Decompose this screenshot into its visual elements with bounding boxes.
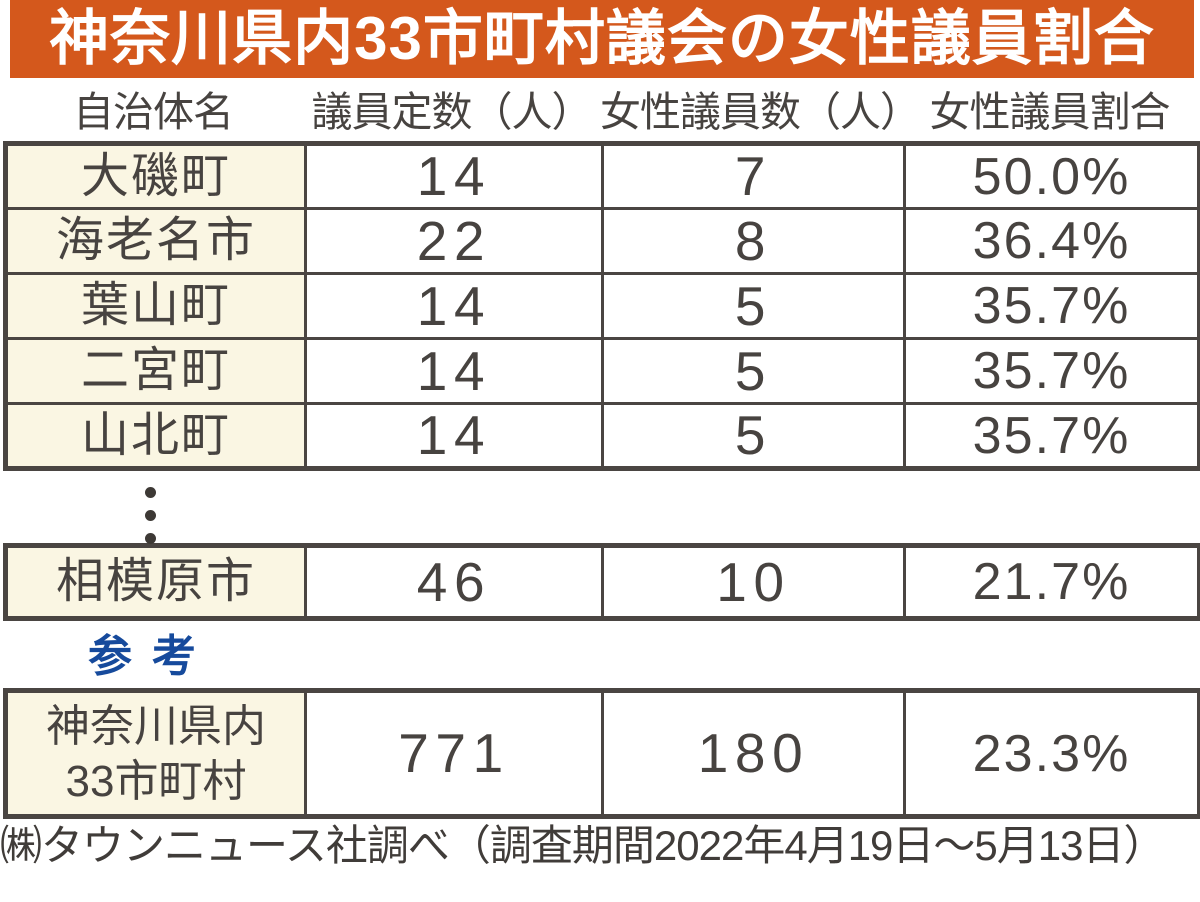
column-header-female-ratio: 女性議員割合: [929, 89, 1171, 135]
title-bar: 神奈川県内33市町村議会の女性議員割合: [10, 0, 1194, 78]
cell-municipality: 海老名市: [4, 207, 307, 275]
reference-table: 神奈川県内 33市町村 771 180 23.3%: [3, 688, 1200, 819]
cell-female-ratio: 50.0%: [903, 142, 1200, 210]
table-row: 相模原市 46 10 21.7%: [4, 544, 1200, 620]
prefecture-total-line1: 神奈川県内: [46, 701, 266, 751]
ellipsis-dot: [145, 510, 156, 521]
cell-seats: 14: [304, 272, 604, 340]
cell-female-count: 5: [601, 337, 906, 405]
cell-municipality: 大磯町: [4, 142, 307, 210]
cell-municipality: 葉山町: [4, 272, 307, 340]
cell-prefecture-total-label: 神奈川県内 33市町村: [4, 689, 307, 818]
ellipsis-dot: [145, 533, 156, 544]
cell-female-ratio: 35.7%: [903, 337, 1200, 405]
cell-seats: 14: [304, 142, 604, 210]
cell-seats: 771: [304, 689, 604, 818]
table-row: 神奈川県内 33市町村 771 180 23.3%: [4, 689, 1200, 818]
cell-female-count: 180: [601, 689, 906, 818]
cell-seats: 22: [304, 207, 604, 275]
prefecture-total-line2: 33市町村: [65, 756, 247, 806]
cell-female-ratio: 23.3%: [903, 689, 1200, 818]
table-row: 二宮町 14 5 35.7%: [4, 337, 1200, 405]
reference-label-row: 参考: [0, 621, 1200, 688]
omitted-rows-gap: [0, 471, 1200, 544]
cell-female-count: 5: [601, 272, 906, 340]
cell-municipality: 二宮町: [4, 337, 307, 405]
cell-municipality: 相模原市: [4, 544, 307, 620]
cell-female-ratio: 21.7%: [903, 544, 1200, 620]
cell-female-count: 5: [601, 402, 906, 470]
ellipsis-dot: [145, 487, 156, 498]
cell-seats: 14: [304, 402, 604, 470]
column-header-seats: 議員定数（人）: [311, 89, 593, 135]
cell-municipality: 山北町: [4, 402, 307, 470]
source-note: ㈱タウンニュース社調べ（調査期間2022年4月19日～5月13日）: [0, 822, 1166, 869]
prefecture-total-label-lines: 神奈川県内 33市町村: [9, 699, 303, 809]
table-row: 大磯町 14 7 50.0%: [4, 142, 1200, 210]
reference-label: 参考: [88, 631, 216, 681]
table-row: 山北町 14 5 35.7%: [4, 402, 1200, 470]
cell-female-ratio: 36.4%: [903, 207, 1200, 275]
cell-female-count: 8: [601, 207, 906, 275]
vertical-ellipsis-icon: [145, 487, 156, 544]
column-header-female-count: 女性議員数（人）: [600, 89, 921, 135]
cell-female-ratio: 35.7%: [903, 402, 1200, 470]
cell-seats: 14: [304, 337, 604, 405]
page-title: 神奈川県内33市町村議会の女性議員割合: [49, 5, 1155, 72]
column-header-municipality: 自治体名: [73, 89, 234, 135]
table-row: 海老名市 22 8 36.4%: [4, 207, 1200, 275]
sagamihara-table: 相模原市 46 10 21.7%: [3, 543, 1200, 621]
main-table: 大磯町 14 7 50.0% 海老名市 22 8 36.4% 葉山町 14 5 …: [3, 141, 1200, 471]
cell-seats: 46: [304, 544, 604, 620]
cell-female-count: 7: [601, 142, 906, 210]
cell-female-count: 10: [601, 544, 906, 620]
table-row: 葉山町 14 5 35.7%: [4, 272, 1200, 340]
column-header-row: 自治体名 議員定数（人） 女性議員数（人） 女性議員割合: [3, 78, 1197, 141]
cell-female-ratio: 35.7%: [903, 272, 1200, 340]
